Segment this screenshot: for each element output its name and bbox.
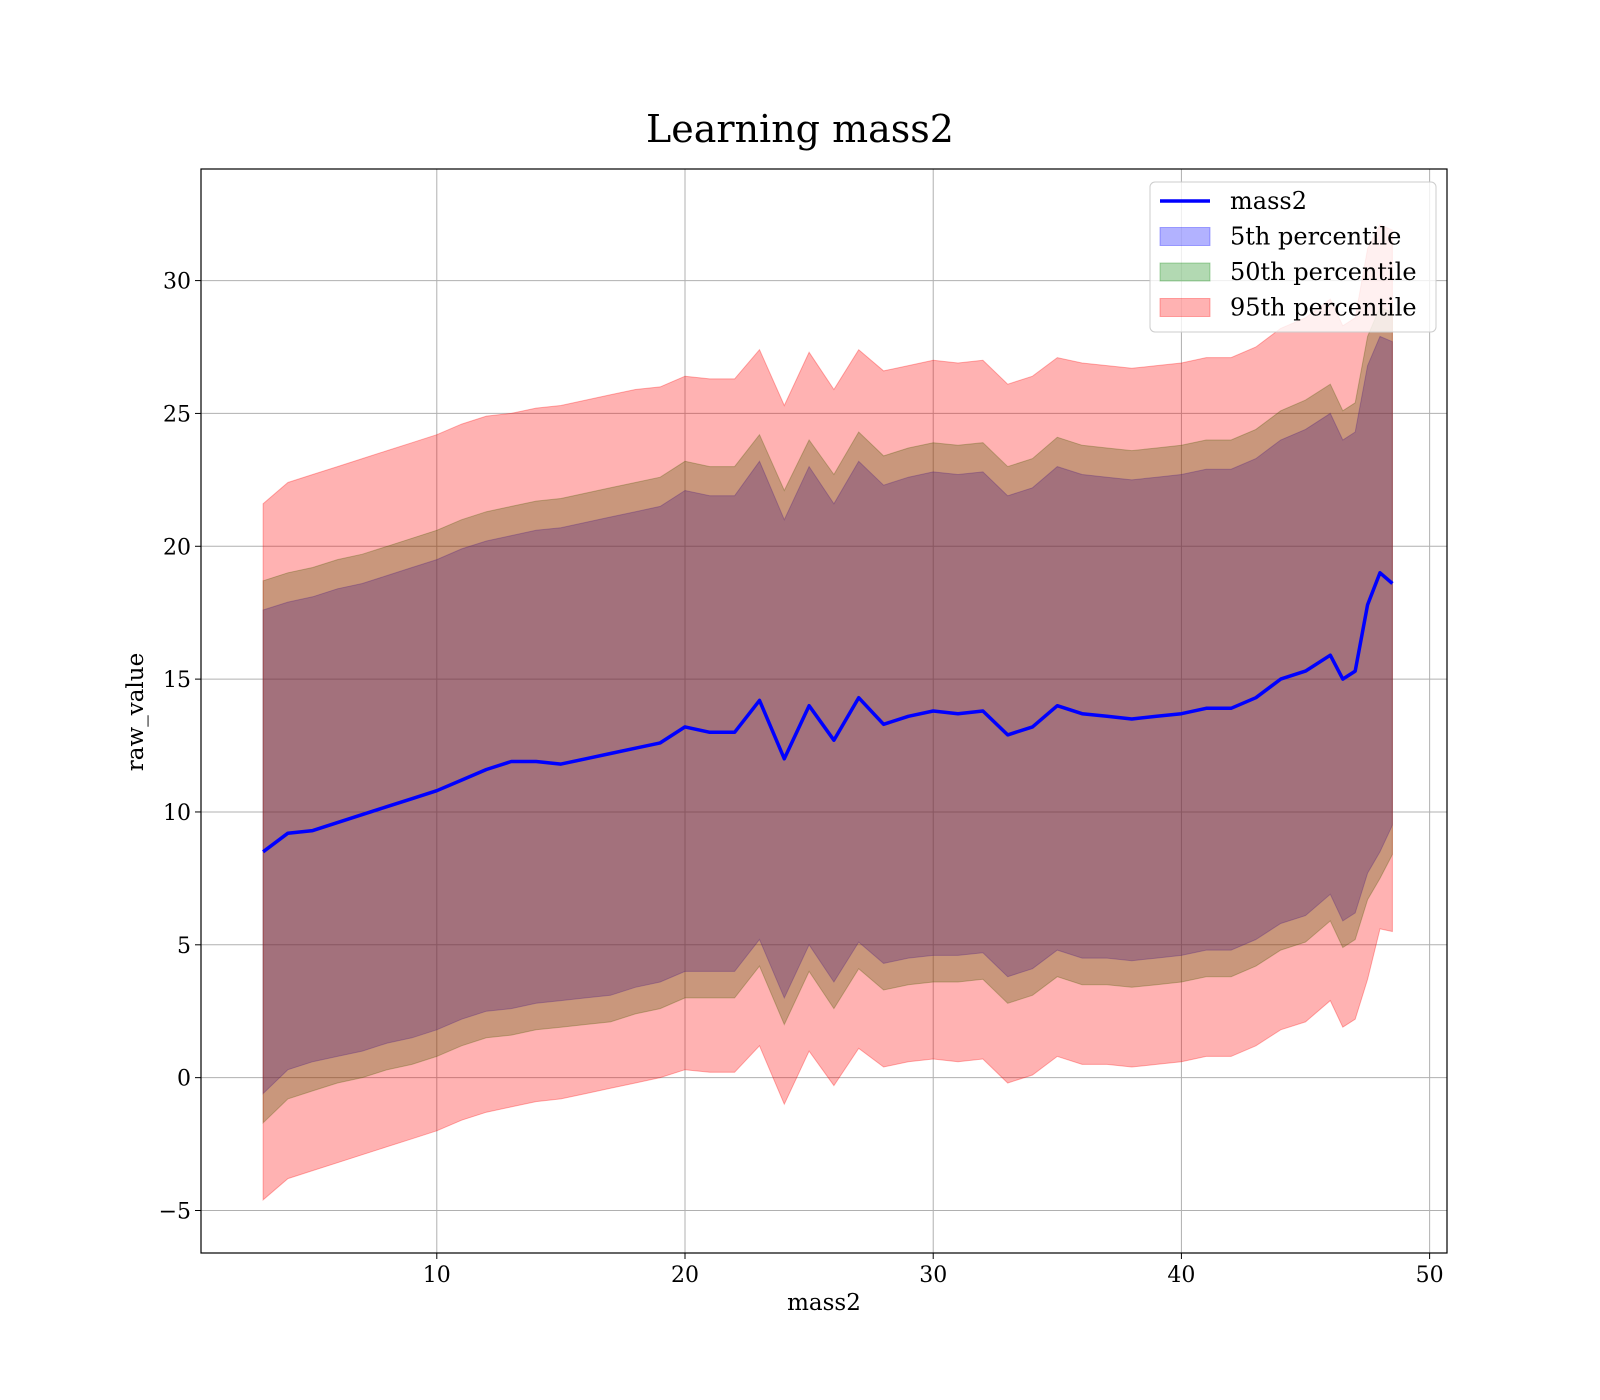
y-ticks: −5 0 5 10 15 20 25 30 [159,270,201,1224]
plot-frame [200,168,1448,1254]
y-tick-label: 15 [163,668,191,693]
y-tick-label: 0 [177,1067,191,1092]
legend-label: 50th percentile [1230,258,1417,286]
y-axis-label: raw_value [123,653,149,771]
x-tick-label: 50 [1416,1263,1444,1288]
x-tick-label: 10 [423,1263,451,1288]
legend-label: 5th percentile [1230,223,1401,251]
legend: mass2 5th percentile 50th percentile 95th p… [1149,181,1437,333]
line-mass2 [262,571,1394,854]
legend-box [1149,181,1437,333]
x-ticks: 10 20 30 40 50 [423,1253,1444,1288]
band-95th-percentile [262,224,1393,1201]
y-tick-label: 25 [163,402,191,427]
y-tick-label: −5 [159,1199,191,1224]
percentile-bands [262,224,1393,1201]
chart-title: Learning mass2 [646,107,954,151]
legend-swatch-patch [1159,227,1211,246]
x-tick-label: 30 [919,1263,947,1288]
band-50th-percentile [262,306,1393,1124]
legend-label: 95th percentile [1230,294,1417,322]
y-tick-label: 30 [163,270,191,295]
legend-label: mass2 [1230,187,1307,215]
x-axis-label: mass2 [787,1290,861,1316]
x-tick-label: 20 [671,1263,699,1288]
series-lines [262,571,1394,854]
x-tick-label: 40 [1167,1263,1195,1288]
band-5th-percentile [262,335,1393,1095]
y-tick-label: 5 [177,934,191,959]
legend-swatch-patch [1159,262,1211,282]
legend-swatch-patch [1159,298,1211,317]
y-tick-label: 10 [163,801,191,826]
y-tick-label: 20 [163,535,191,560]
